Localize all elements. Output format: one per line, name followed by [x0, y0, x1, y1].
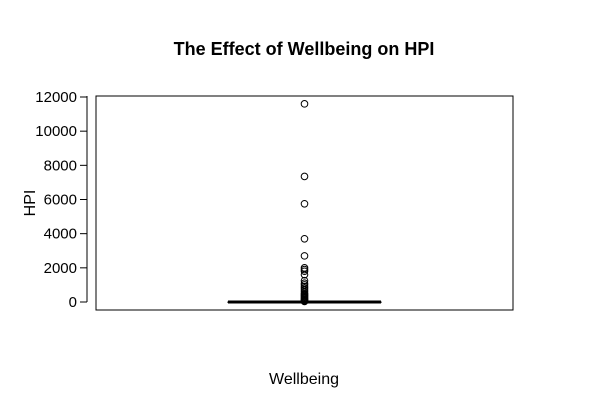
y-axis-ticks: 0 2000 4000 6000 8000 10000 12000 [35, 89, 87, 311]
y-axis-label: HPI [22, 190, 39, 217]
y-tick-label: 8000 [44, 157, 77, 174]
y-tick-label: 6000 [44, 192, 77, 209]
outlier-point [300, 252, 309, 260]
plot-frame [95, 95, 514, 311]
outlier-point [300, 270, 309, 279]
y-tick-label: 12000 [35, 89, 77, 106]
outlier-point [300, 276, 309, 285]
outlier-point [300, 297, 309, 306]
outlier-point [300, 199, 309, 208]
outlier-point [300, 234, 309, 243]
outlier-point [300, 100, 309, 108]
y-tick-label: 10000 [35, 123, 77, 140]
outlier-point [300, 172, 309, 181]
y-tick-label: 2000 [44, 260, 77, 277]
y-tick-label: 0 [69, 294, 77, 311]
outlier-points [300, 100, 309, 306]
y-tick-label: 4000 [44, 226, 77, 243]
outlier-point [300, 267, 309, 276]
chart-title: The Effect of Wellbeing on HPI [174, 39, 435, 59]
x-axis-label: Wellbeing [269, 371, 339, 388]
